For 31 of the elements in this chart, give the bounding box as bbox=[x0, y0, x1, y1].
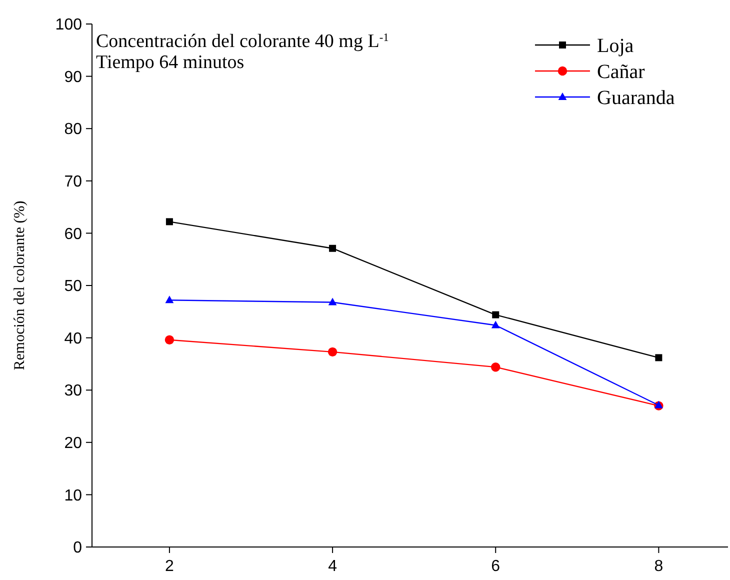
y-tick-label: 100 bbox=[55, 16, 82, 34]
annotation: Tiempo 64 minutos bbox=[96, 52, 244, 73]
point bbox=[491, 320, 500, 328]
x-tick-label: 4 bbox=[328, 558, 338, 575]
y-tick-label: 60 bbox=[64, 226, 82, 243]
y-axis-title: Remoción del colorante (%) bbox=[12, 200, 28, 370]
x-tick-label: 6 bbox=[491, 558, 500, 575]
y-tick-label: 20 bbox=[64, 435, 82, 452]
y-tick-label: 40 bbox=[64, 330, 82, 348]
y-tick-label: 30 bbox=[64, 382, 82, 400]
y-tick-label: 10 bbox=[64, 487, 82, 504]
x-tick-label: 2 bbox=[165, 558, 174, 575]
point bbox=[492, 311, 500, 318]
point bbox=[166, 218, 173, 226]
annotation: Concentración del colorante 40 mg L$^{-1}$ bbox=[96, 31, 390, 52]
point bbox=[329, 244, 336, 252]
x-tick-label: 8 bbox=[654, 558, 664, 575]
legend-label: Cañar bbox=[597, 61, 646, 83]
point bbox=[328, 347, 338, 357]
point bbox=[165, 296, 174, 304]
y-tick-label: 90 bbox=[64, 68, 82, 86]
y-tick-label: 80 bbox=[64, 121, 82, 138]
point bbox=[491, 362, 500, 372]
y-tick-label: 50 bbox=[64, 278, 82, 296]
y-tick-label: 70 bbox=[64, 174, 82, 190]
y-tick-label: 0 bbox=[73, 540, 82, 557]
point bbox=[164, 335, 174, 344]
legend-label: Guaranda bbox=[597, 87, 675, 109]
point bbox=[328, 298, 337, 306]
point bbox=[655, 354, 662, 362]
legend-label: Loja bbox=[597, 35, 634, 57]
